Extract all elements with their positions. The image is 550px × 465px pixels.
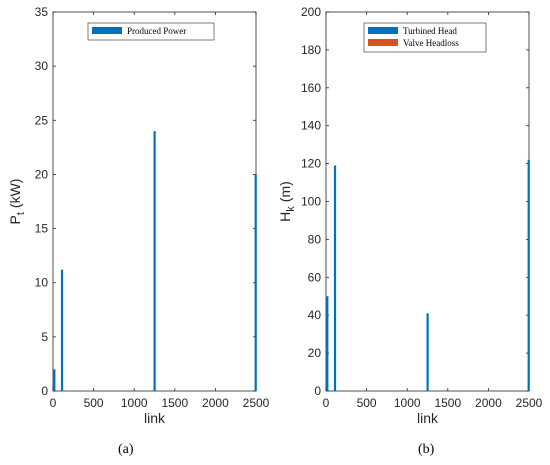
y-tick-label: 180 <box>301 43 321 57</box>
panel-b-caption: (b) <box>418 442 435 457</box>
y-tick-label: 25 <box>35 113 49 127</box>
panel-a-y-label-sub: t <box>15 212 27 215</box>
panel-a-bars <box>53 131 257 391</box>
legend-swatch <box>368 39 398 46</box>
bar <box>53 369 56 391</box>
x-tick-label: 500 <box>84 396 104 410</box>
panel-b-y-label-main: H <box>277 212 293 222</box>
x-tick-label: 2000 <box>202 396 229 410</box>
y-tick-label: 140 <box>301 119 321 133</box>
x-tick-label: 2000 <box>475 396 502 410</box>
x-tick-label: 0 <box>323 396 330 410</box>
panel-b-bars <box>326 159 530 391</box>
y-tick-label: 60 <box>308 270 322 284</box>
x-tick-label: 1500 <box>161 396 188 410</box>
panel-a: 0 5 10 15 20 25 30 35 0 500 1000 1500 2000 2500 Prod… <box>7 5 270 426</box>
panel-a-legend: Produced Power <box>87 22 215 41</box>
y-tick-label: 35 <box>35 5 49 19</box>
panel-b-y-label-sub: k <box>285 206 297 212</box>
x-tick-label: 500 <box>357 396 377 410</box>
bar <box>326 296 329 391</box>
y-tick-label: 10 <box>35 276 49 290</box>
y-tick-label: 0 <box>41 384 48 398</box>
y-tick-label: 80 <box>308 232 322 246</box>
bar <box>527 159 530 391</box>
y-tick-label: 100 <box>301 195 321 209</box>
x-tick-label: 1500 <box>434 396 461 410</box>
panel-b-x-ticks: 0 500 1000 1500 2000 2500 <box>323 12 543 410</box>
x-tick-label: 0 <box>50 396 57 410</box>
y-tick-label: 200 <box>301 5 321 19</box>
legend-entry: Turbined Head <box>403 26 457 36</box>
y-tick-label: 30 <box>35 59 49 73</box>
x-tick-label: 2500 <box>516 396 543 410</box>
y-tick-label: 20 <box>308 346 322 360</box>
panel-b: 0 20 40 60 80 100 120 140 160 180 200 0 500 1000 1500… <box>277 5 543 426</box>
x-tick-label: 2500 <box>243 396 270 410</box>
panel-a-x-ticks: 0 500 1000 1500 2000 2500 <box>50 12 270 410</box>
bar <box>60 269 64 391</box>
y-tick-label: 5 <box>41 330 48 344</box>
bar <box>426 313 429 391</box>
panel-b-x-axis-label: link <box>417 410 439 426</box>
legend-entry: Produced Power <box>127 26 186 36</box>
panel-a-y-ticks: 0 5 10 15 20 25 30 35 <box>35 5 256 398</box>
y-tick-label: 0 <box>314 384 321 398</box>
legend-entry: Valve Headloss <box>403 38 459 48</box>
x-tick-label: 1000 <box>394 396 421 410</box>
panel-a-y-label-unit: (kW) <box>7 179 23 209</box>
y-tick-label: 20 <box>35 167 49 181</box>
panel-b-y-label-unit: (m) <box>277 181 293 202</box>
y-tick-label: 40 <box>308 308 322 322</box>
legend-swatch <box>92 27 122 34</box>
bar <box>254 174 257 391</box>
panel-a-x-axis-label: link <box>144 410 166 426</box>
panel-b-legend: Turbined Head Valve Headloss <box>363 22 487 53</box>
bar <box>153 131 156 391</box>
panel-b-y-axis-label: Hk (m) <box>277 181 297 222</box>
panel-a-y-axis-label: Pt (kW) <box>7 179 27 225</box>
panel-b-y-ticks: 0 20 40 60 80 100 120 140 160 180 200 <box>301 5 529 398</box>
x-tick-label: 1000 <box>121 396 148 410</box>
panel-a-y-label-main: P <box>7 215 23 224</box>
y-tick-label: 160 <box>301 81 321 95</box>
y-tick-label: 120 <box>301 157 321 171</box>
panel-a-caption: (a) <box>118 442 134 457</box>
y-tick-label: 15 <box>35 222 49 236</box>
bar <box>333 165 337 391</box>
legend-swatch <box>368 27 398 34</box>
